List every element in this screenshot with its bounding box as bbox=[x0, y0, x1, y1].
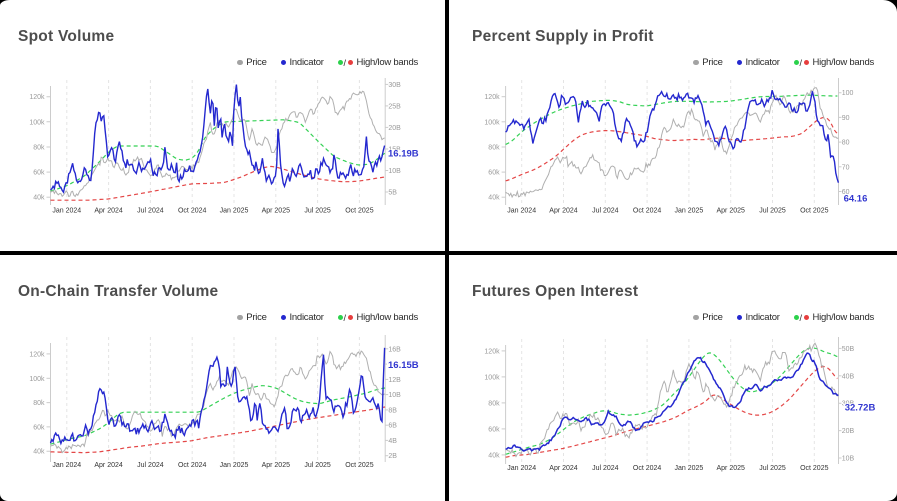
svg-text:60: 60 bbox=[842, 189, 850, 196]
svg-text:Jan 2024: Jan 2024 bbox=[507, 208, 536, 215]
svg-text:Apr 2025: Apr 2025 bbox=[716, 208, 745, 215]
svg-text:90: 90 bbox=[842, 115, 850, 122]
svg-text:50B: 50B bbox=[842, 346, 855, 353]
svg-text:Jul 2025: Jul 2025 bbox=[759, 208, 786, 215]
svg-text:80: 80 bbox=[842, 140, 850, 147]
svg-text:100k: 100k bbox=[29, 376, 45, 383]
svg-text:Oct 2024: Oct 2024 bbox=[633, 465, 662, 472]
svg-text:40B: 40B bbox=[842, 373, 855, 380]
svg-text:80k: 80k bbox=[33, 145, 45, 152]
svg-text:Jan 2025: Jan 2025 bbox=[674, 208, 703, 215]
svg-text:Oct 2025: Oct 2025 bbox=[345, 208, 374, 215]
svg-text:Oct 2024: Oct 2024 bbox=[178, 208, 207, 215]
svg-text:20B: 20B bbox=[388, 125, 401, 132]
svg-text:Apr 2025: Apr 2025 bbox=[262, 462, 291, 469]
svg-text:32.72B: 32.72B bbox=[845, 402, 876, 413]
svg-text:Jul 2024: Jul 2024 bbox=[592, 465, 619, 472]
svg-text:Oct 2025: Oct 2025 bbox=[800, 465, 829, 472]
svg-text:10B: 10B bbox=[388, 392, 401, 399]
svg-text:Jan 2024: Jan 2024 bbox=[52, 462, 81, 469]
svg-text:Apr 2024: Apr 2024 bbox=[549, 465, 578, 472]
svg-text:Jan 2025: Jan 2025 bbox=[674, 465, 703, 472]
svg-text:80k: 80k bbox=[488, 145, 500, 152]
svg-text:4B: 4B bbox=[388, 438, 397, 445]
svg-text:2B: 2B bbox=[388, 453, 397, 460]
svg-text:60k: 60k bbox=[488, 426, 500, 433]
svg-text:100k: 100k bbox=[484, 119, 500, 126]
svg-text:Apr 2024: Apr 2024 bbox=[94, 208, 123, 215]
svg-text:60k: 60k bbox=[33, 170, 45, 177]
svg-text:Apr 2024: Apr 2024 bbox=[94, 462, 123, 469]
svg-text:Oct 2024: Oct 2024 bbox=[633, 208, 662, 215]
svg-text:Jan 2025: Jan 2025 bbox=[220, 462, 249, 469]
svg-text:60k: 60k bbox=[33, 424, 45, 431]
svg-text:70: 70 bbox=[842, 164, 850, 171]
svg-text:5B: 5B bbox=[388, 190, 397, 197]
svg-text:6B: 6B bbox=[388, 423, 397, 430]
svg-text:120k: 120k bbox=[484, 94, 500, 101]
svg-text:40k: 40k bbox=[33, 195, 45, 202]
svg-text:100k: 100k bbox=[484, 374, 500, 381]
svg-text:10B: 10B bbox=[388, 168, 401, 175]
svg-text:25B: 25B bbox=[388, 103, 401, 110]
svg-text:80k: 80k bbox=[488, 400, 500, 407]
svg-text:16.19B: 16.19B bbox=[388, 149, 419, 160]
svg-text:80k: 80k bbox=[33, 400, 45, 407]
svg-text:Jul 2025: Jul 2025 bbox=[759, 465, 786, 472]
svg-text:Jan 2024: Jan 2024 bbox=[52, 208, 81, 215]
svg-text:Jul 2025: Jul 2025 bbox=[304, 462, 331, 469]
svg-text:120k: 120k bbox=[29, 94, 45, 101]
svg-text:Jul 2024: Jul 2024 bbox=[137, 462, 164, 469]
svg-text:Oct 2025: Oct 2025 bbox=[345, 462, 374, 469]
svg-text:Jul 2024: Jul 2024 bbox=[592, 208, 619, 215]
svg-text:30B: 30B bbox=[388, 82, 401, 89]
svg-text:100: 100 bbox=[842, 90, 854, 97]
svg-text:64.16: 64.16 bbox=[844, 193, 868, 204]
svg-text:40k: 40k bbox=[488, 452, 500, 459]
svg-text:Jan 2024: Jan 2024 bbox=[507, 465, 536, 472]
svg-text:12B: 12B bbox=[388, 377, 401, 384]
svg-text:16.15B: 16.15B bbox=[388, 360, 419, 371]
svg-text:Apr 2025: Apr 2025 bbox=[716, 465, 745, 472]
svg-text:Oct 2025: Oct 2025 bbox=[800, 208, 829, 215]
svg-text:8B: 8B bbox=[388, 407, 397, 414]
svg-text:Jan 2025: Jan 2025 bbox=[220, 208, 249, 215]
svg-text:Oct 2024: Oct 2024 bbox=[178, 462, 207, 469]
svg-text:20B: 20B bbox=[842, 428, 855, 435]
svg-text:40k: 40k bbox=[488, 195, 500, 202]
svg-text:16B: 16B bbox=[388, 346, 401, 353]
svg-text:10B: 10B bbox=[842, 456, 855, 463]
svg-text:Apr 2025: Apr 2025 bbox=[262, 208, 291, 215]
svg-text:Jul 2024: Jul 2024 bbox=[137, 208, 164, 215]
svg-text:40k: 40k bbox=[33, 449, 45, 456]
svg-text:100k: 100k bbox=[29, 119, 45, 126]
svg-text:120k: 120k bbox=[29, 351, 45, 358]
svg-text:120k: 120k bbox=[484, 348, 500, 355]
svg-text:60k: 60k bbox=[488, 170, 500, 177]
svg-text:Apr 2024: Apr 2024 bbox=[549, 208, 578, 215]
svg-text:Jul 2025: Jul 2025 bbox=[304, 208, 331, 215]
